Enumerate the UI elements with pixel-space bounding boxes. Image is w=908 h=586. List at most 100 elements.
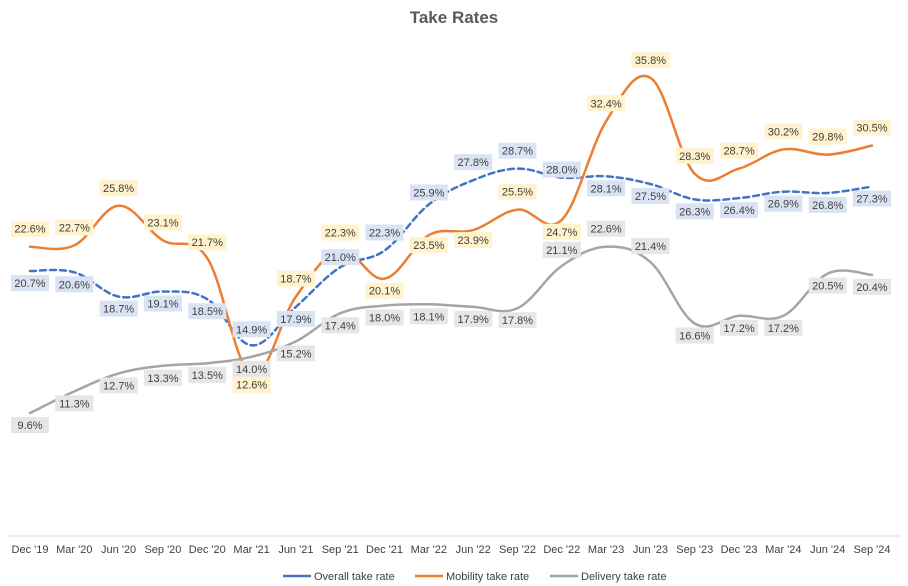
- data-label-text: 29.8%: [812, 132, 843, 144]
- data-label-text: 17.2%: [723, 323, 754, 335]
- data-label-box: [808, 128, 847, 145]
- delivery-take-rate-label: 17.2%: [764, 319, 803, 336]
- data-label-text: 25.5%: [502, 187, 533, 199]
- mobility-take-rate-label: 25.5%: [498, 183, 537, 200]
- data-label-text: 22.7%: [59, 222, 90, 234]
- data-label-text: 24.7%: [546, 227, 577, 239]
- data-label-text: 17.8%: [502, 315, 533, 327]
- data-label-box: [720, 142, 759, 159]
- data-label-text: 20.6%: [59, 279, 90, 291]
- data-label-text: 32.4%: [591, 98, 622, 110]
- data-label-text: 28.3%: [679, 151, 710, 163]
- data-label-box: [853, 278, 891, 295]
- data-label-text: 23.5%: [413, 240, 444, 252]
- data-label-text: 14.9%: [236, 324, 267, 336]
- data-label-box: [720, 202, 759, 219]
- data-label-text: 22.6%: [14, 224, 45, 236]
- data-label-text: 22.6%: [591, 224, 622, 236]
- legend-label: Delivery take rate: [581, 571, 667, 583]
- x-tick-label: Sep '24: [854, 544, 891, 556]
- delivery-take-rate-line: [28, 245, 874, 415]
- x-tick-label: Jun '24: [810, 544, 845, 556]
- data-label-box: [409, 308, 448, 325]
- mobility-take-rate-label: 32.4%: [587, 95, 626, 112]
- delivery-take-rate-label: 9.6%: [11, 417, 49, 434]
- overall-take-rate-label: 28.7%: [498, 142, 537, 159]
- x-tick-label: Sep '23: [676, 544, 713, 556]
- overall-take-rate-label: 21.0%: [321, 249, 360, 266]
- delivery-take-rate-label: 13.3%: [143, 369, 182, 386]
- mobility-take-rate-label: 23.9%: [454, 232, 493, 249]
- data-label-box: [764, 123, 803, 140]
- mobility-take-rate-label: 35.8%: [631, 51, 670, 68]
- data-label-text: 15.2%: [280, 348, 311, 360]
- data-label-box: [276, 270, 315, 287]
- data-label-text: 35.8%: [635, 55, 666, 67]
- mobility-take-rate-label: 18.7%: [276, 270, 315, 287]
- x-tick-label: Dec '23: [721, 544, 758, 556]
- mobility-take-rate-label: 24.7%: [542, 223, 581, 240]
- x-tick-label: Sep '21: [322, 544, 359, 556]
- overall-take-rate-label: 26.3%: [675, 203, 714, 220]
- data-label-box: [321, 317, 360, 334]
- overall-take-rate-label: 20.7%: [11, 275, 49, 292]
- delivery-take-rate-label: 17.8%: [498, 312, 537, 329]
- data-label-text: 27.3%: [856, 194, 887, 206]
- mobility-take-rate-label: 22.3%: [321, 224, 360, 241]
- data-label-box: [808, 277, 847, 294]
- data-label-box: [454, 232, 493, 249]
- data-label-box: [587, 180, 626, 197]
- data-label-text: 13.3%: [147, 373, 178, 385]
- data-label-box: [587, 95, 626, 112]
- data-label-text: 12.7%: [103, 380, 134, 392]
- data-label-text: 17.9%: [458, 314, 489, 326]
- overall-take-rate-label: 22.3%: [365, 224, 404, 241]
- data-label-box: [498, 183, 537, 200]
- data-label-box: [853, 119, 891, 136]
- data-label-text: 19.1%: [147, 299, 178, 311]
- overall-take-rate-label: 28.0%: [542, 161, 581, 178]
- data-label-text: 28.7%: [502, 146, 533, 158]
- delivery-take-rate-label: 16.6%: [675, 327, 714, 344]
- data-label-text: 17.2%: [768, 323, 799, 335]
- delivery-take-rate-label: 21.1%: [542, 241, 581, 258]
- data-label-text: 26.4%: [723, 205, 754, 217]
- overall-take-rate-label: 19.1%: [143, 295, 182, 312]
- data-label-text: 18.0%: [369, 313, 400, 325]
- mobility-take-rate-label: 22.7%: [55, 219, 94, 236]
- data-label-text: 22.3%: [369, 228, 400, 240]
- mobility-take-rate-label: 30.5%: [853, 119, 891, 136]
- data-label-box: [498, 142, 537, 159]
- data-label-box: [232, 376, 271, 393]
- x-tick-label: Dec '20: [189, 544, 226, 556]
- overall-take-rate-label: 20.6%: [55, 276, 94, 293]
- data-label-box: [542, 161, 581, 178]
- data-label-box: [631, 238, 670, 255]
- mobility-take-rate-label: 12.6%: [232, 376, 271, 393]
- x-tick-label: Sep '20: [144, 544, 181, 556]
- overall-take-rate-label: 26.9%: [764, 195, 803, 212]
- delivery-take-rate-label: 17.9%: [454, 310, 493, 327]
- mobility-take-rate-label: 29.8%: [808, 128, 847, 145]
- legend-label: Overall take rate: [314, 571, 395, 583]
- overall-take-rate-label: 28.1%: [587, 180, 626, 197]
- x-tick-label: Jun '20: [101, 544, 136, 556]
- data-label-text: 9.6%: [17, 420, 42, 432]
- legend-item-overall-take-rate: Overall take rate: [283, 571, 395, 583]
- overall-take-rate-label: 18.5%: [188, 303, 227, 320]
- data-label-box: [454, 154, 493, 171]
- data-label-box: [365, 309, 404, 326]
- data-label-text: 18.5%: [192, 306, 223, 318]
- data-label-box: [232, 360, 271, 377]
- delivery-take-rate-label: 11.3%: [55, 395, 94, 412]
- mobility-take-rate-label: 21.7%: [188, 234, 227, 251]
- overall-take-rate-label: 17.9%: [276, 310, 315, 327]
- x-tick-label: Mar '24: [765, 544, 801, 556]
- data-label-text: 12.6%: [236, 380, 267, 392]
- data-label-box: [675, 327, 714, 344]
- data-label-text: 18.7%: [280, 274, 311, 286]
- delivery-take-rate-label: 18.0%: [365, 309, 404, 326]
- data-label-text: 26.3%: [679, 206, 710, 218]
- data-label-text: 18.7%: [103, 304, 134, 316]
- data-label-box: [55, 276, 94, 293]
